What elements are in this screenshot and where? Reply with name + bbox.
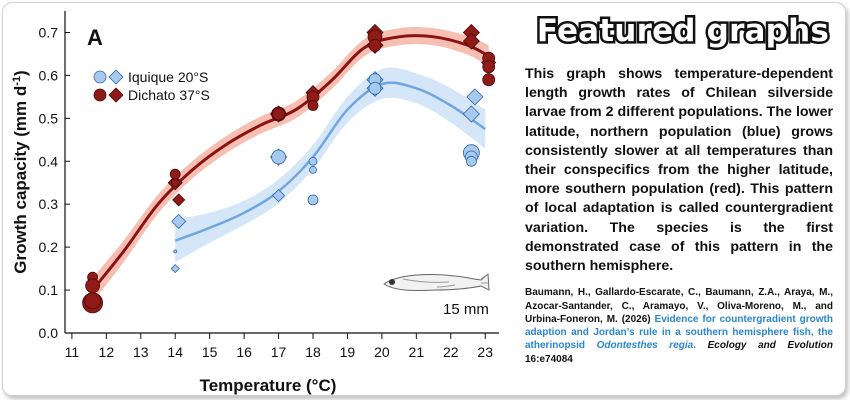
scale-bar-label: 15 mm [443,301,489,318]
y-tick-label: 0.2 [39,239,59,255]
data-point-circle-north [173,249,178,254]
y-axis-label: Growth capacity (mm d-1) [11,70,30,273]
x-axis-label: Temperature (°C) [200,376,337,395]
legend-circle-south [93,88,107,102]
data-point-diamond-north [170,264,180,274]
data-point-circle-north [307,194,319,206]
growth-chart: 0.0 0.1 0.2 0.3 0.4 0.5 0.6 0.7 11 12 13 14 15 16 17 18… [11,11,499,395]
legend-label-north: Iquique 20°S [128,69,208,85]
data-point-diamond-north [466,88,484,106]
y-tick-label: 0.3 [39,196,59,212]
citation-link[interactable]: Evidence for countergradient growth adap… [525,313,833,352]
x-tick-label: 21 [409,344,425,360]
legend-diamond-north [108,69,124,85]
data-point-circle-south [368,38,382,52]
x-tick-label: 13 [133,344,149,360]
data-point-diamond-north [462,105,480,123]
x-tick-label: 19 [340,344,356,360]
data-point-circle-north [308,156,318,166]
data-point-circle-south [482,60,496,74]
legend: Iquique 20°S Dichato 37°S [93,69,210,103]
citation-species: Odontesthes regia [596,340,694,352]
x-tick-label: 22 [443,344,459,360]
y-tick-label: 0.1 [39,282,59,298]
data-point-circle-south [169,168,181,180]
x-tick-label: 15 [202,344,218,360]
panel-label: A [87,25,103,50]
data-point-diamond-north [272,189,286,203]
legend-circle-north [93,70,107,84]
x-tick-label: 20 [374,344,390,360]
citation: Baumann, H., Gallardo-Escarate, C., Baum… [525,286,833,366]
data-point-circle-south [307,100,319,111]
x-tick-label: 18 [305,344,321,360]
data-point-circle-south [84,292,101,310]
data-point-circle-south [482,73,496,87]
data-point-diamond-north [171,213,187,229]
x-tick-label: 12 [99,344,115,360]
legend-diamond-south [108,87,124,103]
x-tick-label: 23 [477,344,493,360]
x-tick-label: 16 [236,344,252,360]
y-tick-label: 0.7 [39,24,59,40]
legend-label-south: Dichato 37°S [128,87,210,103]
citation-authors: Baumann, H., Gallardo-Escarate, C., Baum… [525,287,833,325]
data-point-diamond-south [462,32,480,50]
y-tick-label: 0.0 [39,325,59,341]
data-point-circle-north [368,81,382,95]
data-point-circle-south [170,178,180,188]
y-tick-label: 0.4 [39,153,59,169]
fit-line-south [91,34,490,292]
fit-line-north [174,81,486,242]
data-point-circle-north [271,149,287,165]
y-tick-label: 0.5 [39,110,59,126]
data-point-circle-north [309,165,317,174]
data-point-circle-south [272,107,286,121]
confidence-band-north [175,67,486,263]
featured-panel: Featured graphs This graph shows tempera… [515,11,837,366]
fish-eye [389,279,395,285]
featured-card: 0.0 0.1 0.2 0.3 0.4 0.5 0.6 0.7 11 12 13 14 15 16 17 18… [2,2,846,396]
x-tick-label: 17 [271,344,287,360]
citation-journal: Ecology and Evolution [707,340,833,352]
graph-description: This graph shows temperature-dependent l… [525,66,833,275]
featured-heading: Featured graphs [534,11,831,52]
data-point-circle-north [465,155,477,167]
x-tick-label: 11 [65,344,80,360]
y-tick-label: 0.6 [39,67,59,83]
fish-larva-illustration [383,272,490,291]
data-point-diamond-south [172,193,186,207]
x-tick-label: 14 [167,344,183,360]
citation-volume: 16:e74084 [525,353,573,365]
data-point-circle-south [85,278,100,294]
